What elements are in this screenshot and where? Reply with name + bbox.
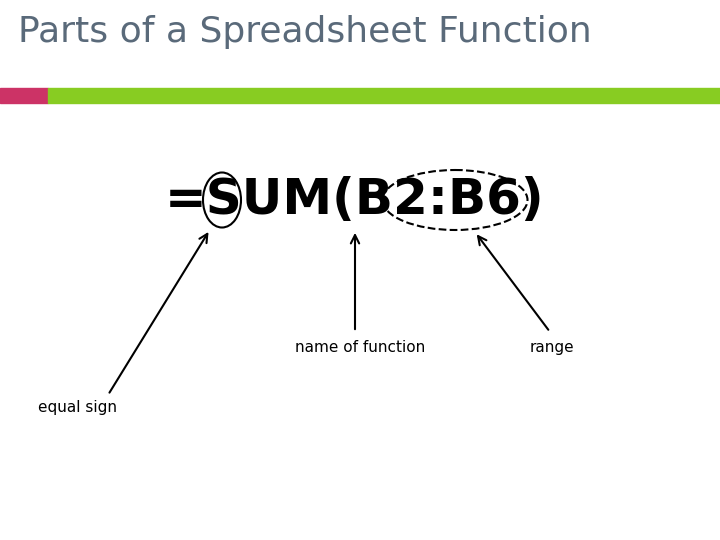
Bar xyxy=(0,88,48,103)
Bar xyxy=(48,88,720,103)
Text: equal sign: equal sign xyxy=(38,400,117,415)
Text: Parts of a Spreadsheet Function: Parts of a Spreadsheet Function xyxy=(18,15,592,49)
Text: name of function: name of function xyxy=(295,340,426,355)
Text: =SUM(B2:B6): =SUM(B2:B6) xyxy=(165,176,545,224)
Text: range: range xyxy=(530,340,575,355)
